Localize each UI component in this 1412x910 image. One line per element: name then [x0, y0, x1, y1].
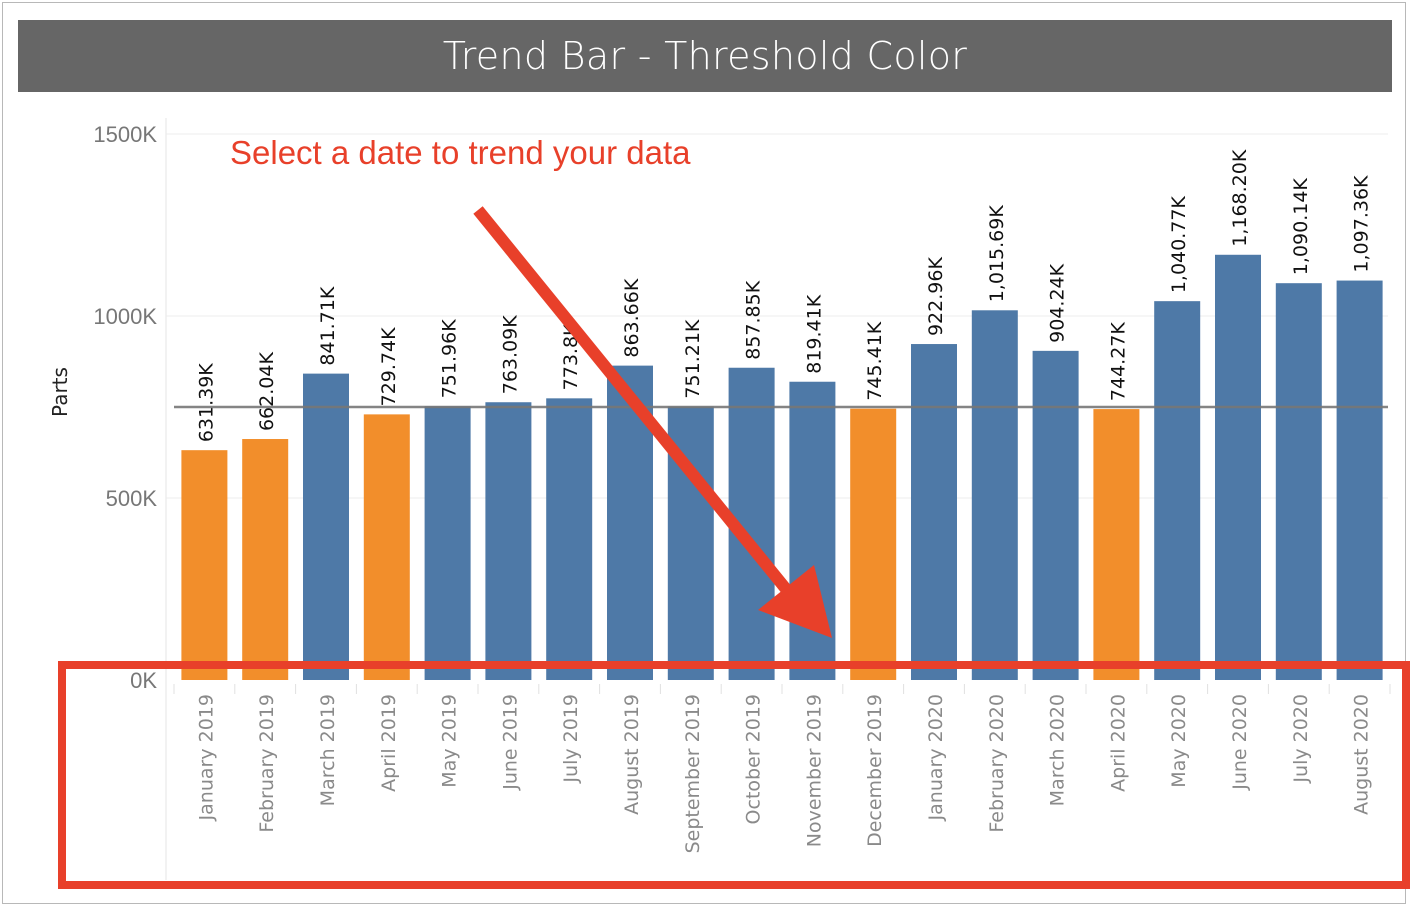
x-category-label: May 2020: [1168, 694, 1190, 788]
x-category-label: August 2019: [621, 694, 643, 815]
x-category-label: January 2019: [195, 694, 217, 821]
bar: [242, 439, 289, 680]
x-category-label: November 2019: [803, 694, 825, 847]
bar-value-label: 1,097.36K: [1351, 175, 1373, 273]
bar-value-label: 1,015.69K: [986, 205, 1008, 303]
y-tick-label: 1500K: [93, 122, 157, 147]
bar: [181, 450, 228, 680]
bar-value-label: 751.21K: [682, 319, 704, 398]
bar: [485, 402, 532, 680]
bar-value-label: 857.85K: [743, 280, 765, 359]
x-category-label: June 2019: [499, 694, 521, 791]
bar: [911, 344, 957, 680]
x-category-label: December 2019: [864, 694, 886, 847]
bar: [850, 408, 897, 680]
x-category-label: February 2019: [256, 694, 278, 833]
x-category-label: September 2019: [682, 694, 704, 853]
highlight-box: [58, 661, 1410, 889]
bar: [1032, 350, 1079, 680]
chart-title: Trend Bar - Threshold Color: [18, 20, 1392, 92]
x-category-label: August 2020: [1351, 694, 1373, 815]
bar-value-label: 1,168.20K: [1229, 149, 1251, 247]
bar: [363, 414, 410, 680]
x-category-label: April 2019: [378, 694, 400, 792]
bar: [303, 373, 349, 680]
bar-value-label: 744.27K: [1107, 322, 1129, 401]
bar: [1215, 254, 1261, 680]
x-category-label: October 2019: [743, 694, 765, 824]
bar-value-label: 922.96K: [925, 257, 947, 336]
x-category-label: April 2020: [1107, 694, 1129, 792]
bar-value-label: 1,090.14K: [1290, 178, 1312, 276]
bar: [1275, 283, 1322, 680]
x-category-label: July 2020: [1290, 694, 1312, 784]
annotation-arrow: [473, 206, 795, 598]
bar-value-label: 751.96K: [439, 319, 461, 398]
bar: [1093, 409, 1140, 680]
bar-value-label: 819.41K: [803, 294, 825, 373]
bar-value-label: 631.39K: [195, 363, 217, 442]
bar-value-label: 745.41K: [864, 321, 886, 400]
x-category-label: February 2020: [986, 694, 1008, 833]
x-category-label: June 2020: [1229, 694, 1251, 791]
x-category-label: January 2020: [925, 694, 947, 821]
bar-value-label: 863.66K: [621, 278, 643, 357]
y-tick-label: 0K: [130, 668, 157, 693]
x-category-label: March 2019: [317, 694, 339, 806]
y-tick-label: 500K: [106, 486, 158, 511]
annotation-text: Select a date to trend your data: [230, 134, 691, 171]
bar: [424, 406, 471, 680]
x-category-label: May 2019: [439, 694, 461, 788]
x-category-label: March 2020: [1047, 694, 1069, 806]
bar: [1154, 301, 1201, 680]
bar: [1336, 280, 1383, 680]
bar-value-label: 729.74K: [378, 327, 400, 406]
bar: [546, 398, 593, 680]
bar-value-label: 763.09K: [499, 315, 521, 394]
bar-value-label: 1,040.77K: [1168, 196, 1190, 294]
x-category-label: July 2019: [560, 694, 582, 784]
bar-value-label: 904.24K: [1047, 263, 1069, 342]
bar: [971, 310, 1018, 680]
y-tick-label: 1000K: [93, 304, 157, 329]
annotation-arrowhead: [758, 565, 832, 638]
bar-value-label: 841.71K: [317, 286, 339, 365]
bar-value-label: 662.04K: [256, 352, 278, 431]
